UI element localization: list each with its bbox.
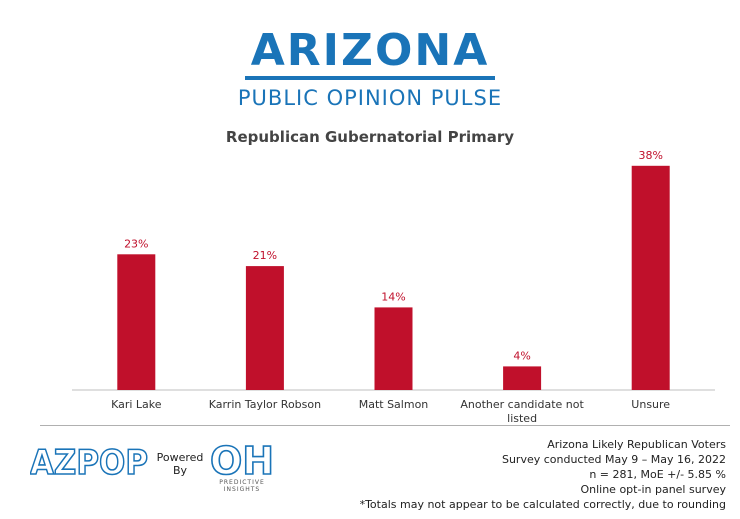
insights-label: INSIGHTS <box>224 486 260 493</box>
category-label-3-line-1: listed <box>507 412 537 425</box>
chart-title: Republican Gubernatorial Primary <box>225 128 515 146</box>
powered-by-label: Powered By <box>156 451 204 477</box>
azpop-logo: AZPOP <box>30 443 149 479</box>
category-label-1: Karrin Taylor Robson <box>209 398 321 411</box>
data-label-2: 14% <box>381 290 405 303</box>
bar-2 <box>374 307 413 390</box>
data-label-1: 21% <box>253 249 277 262</box>
data-label-4: 38% <box>638 149 662 162</box>
azpop-wordmark: AZPOP <box>30 443 148 479</box>
bar-0 <box>117 254 156 390</box>
survey-dates: Survey conducted May 9 – May 16, 2022 <box>501 453 726 466</box>
survey-population: Arizona Likely Republican Voters <box>547 438 726 451</box>
logo-subtitle: PUBLIC OPINION PULSE <box>237 86 503 110</box>
predictive-label: PREDICTIVE <box>219 479 265 486</box>
survey-method: Online opt-in panel survey <box>580 483 726 496</box>
survey-footnote: *Totals may not appear to be calculated … <box>359 498 726 511</box>
by-label: By <box>172 464 188 477</box>
oh-wordmark: OH <box>210 439 274 483</box>
bar-3 <box>503 366 542 390</box>
logo-wordmark: ARIZONA <box>244 28 496 80</box>
survey-info: Arizona Likely Republican Voters Survey … <box>360 437 726 512</box>
powered-label: Powered <box>156 451 204 464</box>
data-label-0: 23% <box>124 237 148 250</box>
bar-4 <box>631 165 670 390</box>
footer-divider <box>40 425 730 426</box>
bar-1 <box>245 266 284 390</box>
category-label-2: Matt Salmon <box>359 398 429 411</box>
survey-sample: n = 281, MoE +/- 5.85 % <box>589 468 726 481</box>
arizona-logo: ARIZONA PUBLIC OPINION PULSE <box>0 28 740 111</box>
data-label-3: 4% <box>513 349 530 362</box>
category-label-4: Unsure <box>631 398 670 411</box>
oh-predictive-insights-logo: OH PREDICTIVE INSIGHTS <box>210 438 274 493</box>
bar-chart: 23% Kari Lake 21% Karrin Taylor Robson 14% Ma… <box>72 149 715 425</box>
category-label-0: Kari Lake <box>111 398 162 411</box>
category-label-3-line-0: Another candidate not <box>460 398 584 411</box>
